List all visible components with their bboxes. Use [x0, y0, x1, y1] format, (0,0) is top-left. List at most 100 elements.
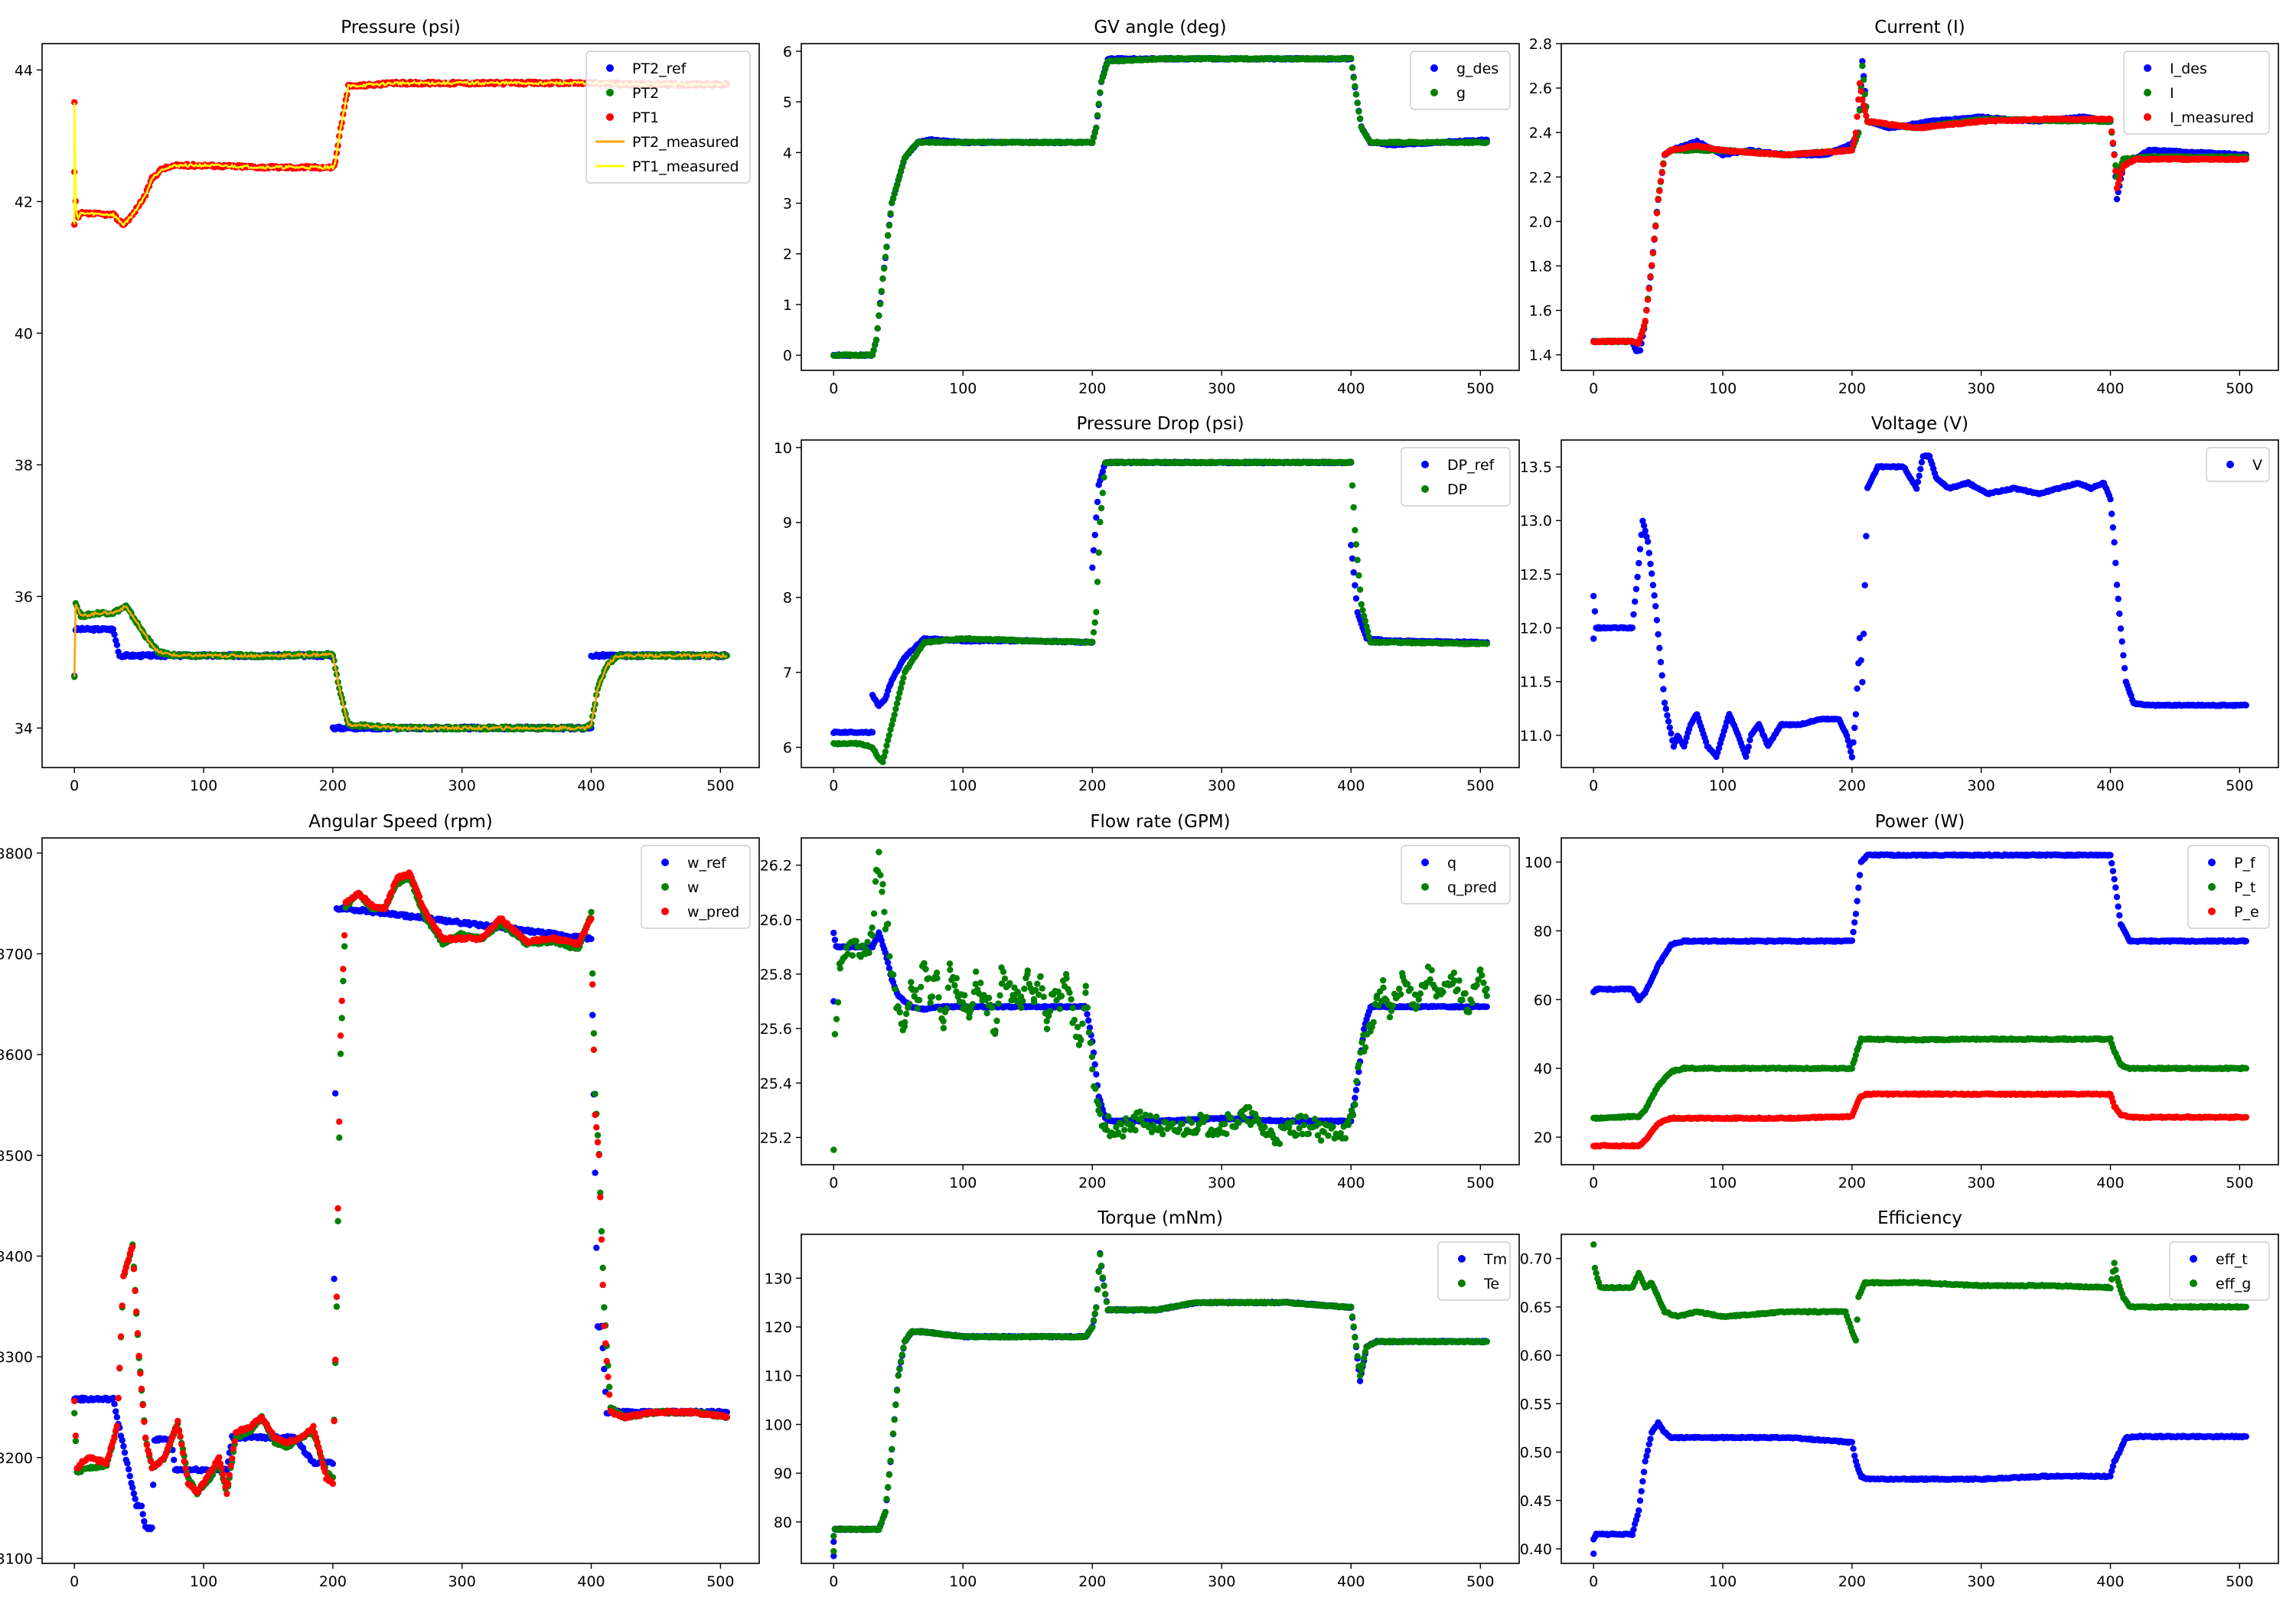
line-pt2-measured: [73, 603, 728, 732]
axes-frame: [801, 43, 1520, 371]
point-i-measured: [1656, 187, 1663, 194]
point-dp: [879, 758, 886, 765]
y-tick-label: 38: [15, 457, 33, 474]
point-i-measured: [1642, 318, 1649, 324]
point-dp: [889, 722, 895, 729]
series-pt2: [71, 600, 730, 733]
point-i-measured: [1854, 113, 1861, 120]
point-i-measured: [1658, 169, 1665, 176]
x-tick-label: 300: [1968, 380, 1995, 397]
point-dp: [895, 695, 902, 702]
point-g: [876, 301, 884, 308]
chart-panel-current: Current (I)0 100 200 300 400 5001.41.61.82.02…: [1529, 18, 2279, 397]
point-g: [872, 336, 880, 344]
point-dp-ref: [1352, 595, 1360, 602]
point-g: [874, 324, 881, 332]
point-g: [1350, 74, 1357, 81]
series-i-measured: [1590, 80, 2249, 347]
point-dp-ref: [1099, 468, 1107, 475]
point-dp: [899, 680, 906, 686]
point-i-measured: [1660, 161, 1667, 168]
y-tick-label: 1.4: [1529, 347, 1552, 364]
point-i-measured: [2109, 139, 2117, 146]
legend-label-pt2-measured: PT2_measured: [632, 134, 739, 151]
plot-area-current: [1590, 57, 2249, 354]
y-tick-label: 2: [783, 246, 792, 263]
point-g: [870, 347, 877, 354]
y-tick-label: 1: [783, 297, 792, 314]
y-tick-label: 3: [783, 196, 792, 213]
point-g: [899, 164, 906, 171]
point-g: [1483, 139, 1490, 146]
x-tick-label: 300: [1208, 380, 1235, 397]
x-tick-label: 500: [706, 777, 734, 794]
point-i-measured: [1651, 236, 1658, 243]
point-dp-ref: [1348, 542, 1355, 549]
series-g-des: [830, 54, 1490, 360]
chart-panel-pressure: Pressure (psi)0 100 200 300 400 5003436384042…: [15, 18, 760, 794]
point-dp: [1094, 579, 1101, 585]
legend-pressure: PT2_ref PT2 PT1 PT2_measured PT1_measured: [585, 51, 751, 184]
legend-label-g: g: [1456, 85, 1466, 102]
point-g: [1095, 100, 1102, 107]
point-dp: [882, 748, 889, 755]
point-dp: [1097, 504, 1105, 512]
legend-swatch-i: [2144, 89, 2151, 96]
point-i-des: [1859, 57, 1866, 65]
plot-area-pressure: [71, 78, 730, 733]
point-pt2-ref: [111, 631, 118, 638]
point-i-measured: [2111, 152, 2118, 158]
legend-label-pt1-measured: PT1_measured: [632, 158, 739, 175]
chart-panel-dp: Pressure Drop (psi)0 100 200 300 400 50067891…: [774, 414, 1520, 794]
point-i-measured: [1850, 141, 1857, 148]
point-dp: [1091, 619, 1098, 626]
point-i-measured: [1657, 178, 1665, 184]
y-tick-label: 2.8: [1529, 36, 1552, 53]
y-tick-label: 2.2: [1529, 169, 1552, 186]
y-tick-label: 34: [15, 720, 33, 737]
point-dp-ref: [869, 729, 876, 736]
plot-area-gv: [830, 54, 1490, 360]
legend-swatch-i-des: [2144, 64, 2151, 72]
point-i: [1859, 63, 1866, 70]
chart-title-current: Current (I): [1874, 18, 1965, 37]
point-g: [1097, 89, 1104, 96]
point-i-des: [2113, 196, 2121, 203]
point-g: [885, 222, 893, 229]
point-g: [893, 182, 901, 189]
series-pt2-measured: [73, 603, 728, 732]
point-g: [885, 232, 892, 239]
legend-swatch-pt1: [606, 113, 614, 121]
point-pt1: [71, 99, 78, 106]
point-i-measured: [1655, 196, 1662, 203]
point-i-measured: [1863, 112, 1870, 119]
point-i-measured: [1649, 262, 1655, 269]
y-tick-label: 1.8: [1529, 258, 1552, 275]
point-i-measured: [1643, 307, 1650, 314]
legend-label-pt2: PT2: [632, 85, 659, 102]
point-dp-ref: [1349, 555, 1356, 562]
y-tick-label: 5: [783, 94, 792, 111]
x-tick-label: 0: [1589, 380, 1598, 397]
legend-label-pt2-ref: PT2_ref: [632, 60, 687, 77]
point-dp: [883, 742, 890, 749]
y-tick-label: 6: [783, 44, 792, 60]
point-i-measured: [2112, 168, 2119, 174]
point-g: [887, 210, 894, 217]
legend-swatch-pt2-ref: [606, 64, 614, 72]
point-dp: [1101, 474, 1107, 481]
point-g: [1356, 115, 1364, 122]
point-i-measured: [1640, 322, 1648, 329]
x-tick-label: 200: [1838, 380, 1866, 397]
point-g: [1091, 129, 1098, 136]
point-dp: [889, 716, 897, 723]
x-tick-label: 100: [1709, 380, 1737, 397]
point-dp: [1095, 549, 1102, 556]
y-tick-label: 4: [783, 145, 792, 161]
chart-title-pressure: Pressure (psi): [341, 18, 460, 37]
legend-label-pt1: PT1: [632, 109, 659, 126]
point-pt2-ref: [109, 626, 117, 633]
point-i-des: [1636, 347, 1644, 354]
